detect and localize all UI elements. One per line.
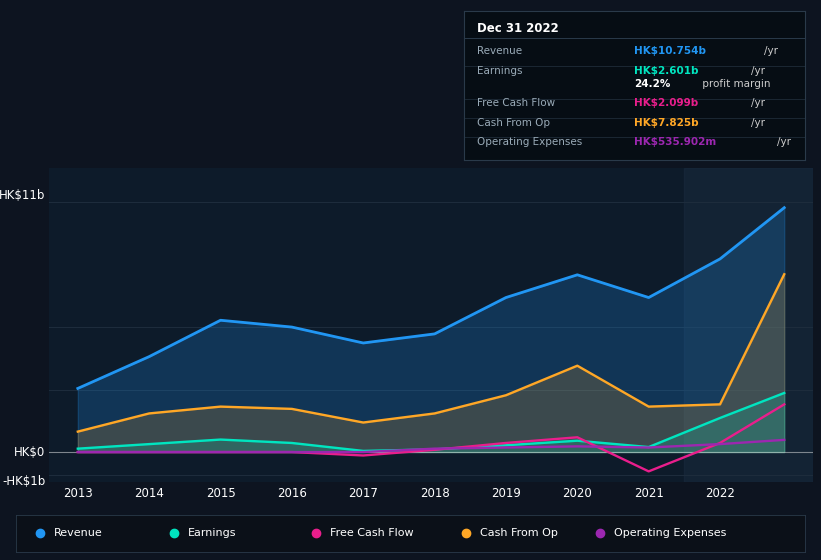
Text: 24.2%: 24.2%: [635, 79, 671, 89]
Text: Free Cash Flow: Free Cash Flow: [478, 98, 556, 108]
Text: /yr: /yr: [750, 66, 764, 76]
Text: HK$2.099b: HK$2.099b: [635, 98, 699, 108]
Text: HK$7.825b: HK$7.825b: [635, 118, 699, 128]
Text: Dec 31 2022: Dec 31 2022: [478, 22, 559, 35]
Text: Cash From Op: Cash From Op: [479, 529, 557, 538]
Text: HK$0: HK$0: [14, 446, 45, 459]
Text: Cash From Op: Cash From Op: [478, 118, 551, 128]
Text: profit margin: profit margin: [699, 79, 770, 89]
Text: HK$2.601b: HK$2.601b: [635, 66, 699, 76]
Text: Revenue: Revenue: [478, 46, 523, 56]
Text: /yr: /yr: [764, 46, 777, 56]
Text: Earnings: Earnings: [478, 66, 523, 76]
Text: Operating Expenses: Operating Expenses: [614, 529, 727, 538]
Text: Operating Expenses: Operating Expenses: [478, 137, 583, 147]
Bar: [685, 168, 813, 482]
Text: Free Cash Flow: Free Cash Flow: [330, 529, 414, 538]
Text: /yr: /yr: [750, 98, 764, 108]
Text: /yr: /yr: [750, 118, 764, 128]
Text: -HK$1b: -HK$1b: [2, 475, 45, 488]
Text: HK$11b: HK$11b: [0, 189, 45, 202]
Text: HK$10.754b: HK$10.754b: [635, 46, 706, 56]
Text: /yr: /yr: [777, 137, 791, 147]
Text: Earnings: Earnings: [188, 529, 236, 538]
Text: Revenue: Revenue: [54, 529, 103, 538]
Text: HK$535.902m: HK$535.902m: [635, 137, 717, 147]
